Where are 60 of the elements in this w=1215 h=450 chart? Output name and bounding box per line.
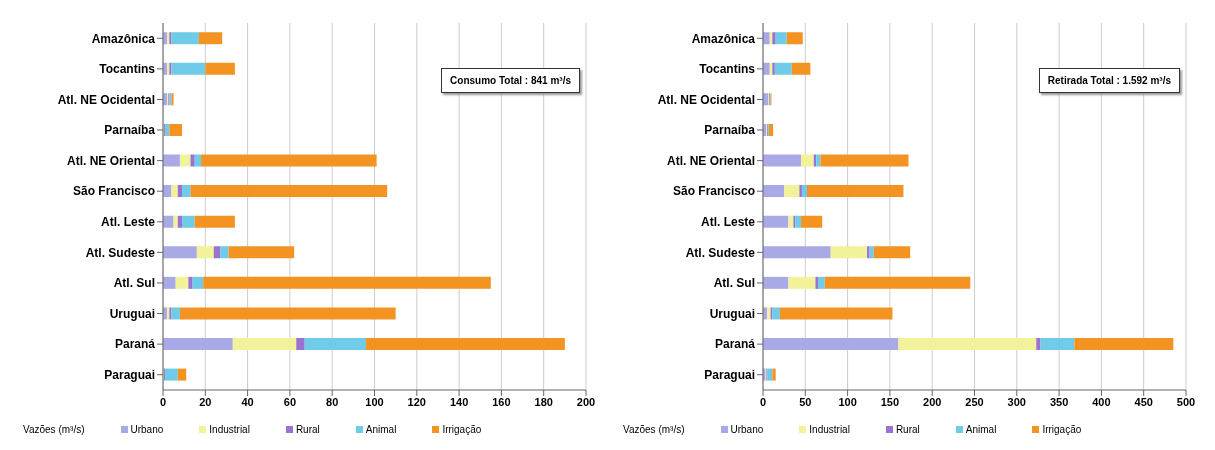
x-tick-label: 250	[965, 395, 984, 408]
y-tick-label: Paraguai	[704, 367, 755, 382]
x-tick-label: 60	[283, 395, 297, 408]
y-tick-label: Paraná	[714, 337, 756, 352]
x-tick-label: 140	[449, 395, 469, 408]
legend-label: Industrial	[209, 424, 250, 435]
y-tick-label: Amazônica	[91, 31, 156, 46]
x-tick-label: 500	[1176, 395, 1196, 408]
y-tick-label: Tocantins	[699, 62, 756, 77]
y-tick-label: Parnaíba	[104, 123, 156, 138]
y-tick-label: Paraná	[114, 337, 156, 352]
x-tick-label: 50	[799, 395, 812, 408]
y-tick-label: Atl. Sudeste	[85, 245, 156, 260]
x-tick-label: 400	[1092, 395, 1111, 408]
legend-title: Vazões (m³/s)	[23, 424, 85, 435]
y-tick-label: São Francisco	[72, 184, 155, 199]
legend-label: Animal	[965, 424, 997, 435]
annotation: Consumo Total : 841 m³/s	[441, 68, 580, 93]
legend-label: Animal	[365, 424, 397, 435]
y-tick-label: Atl. Leste	[100, 215, 156, 230]
legend-label: Industrial	[809, 424, 850, 435]
legend-label: Rural	[895, 424, 920, 435]
legend-label: Urbano	[130, 424, 164, 435]
legend-label: Irrigação	[1042, 424, 1082, 435]
x-tick-label: 160	[492, 395, 511, 408]
x-tick-label: 0	[759, 395, 767, 408]
y-tick-label: Atl. Leste	[700, 215, 756, 230]
y-tick-label: Atl. Sul	[713, 276, 755, 291]
x-tick-label: 350	[1049, 395, 1069, 408]
y-tick-label: Atl. NE Oriental	[66, 153, 155, 168]
y-tick-label: São Francisco	[672, 184, 755, 199]
x-tick-label: 180	[534, 395, 553, 408]
x-tick-label: 20	[199, 395, 212, 408]
legend-label: Urbano	[730, 424, 764, 435]
x-tick-label: 200	[576, 395, 596, 408]
x-tick-label: 150	[880, 395, 900, 408]
y-tick-label: Atl. NE Ocidental	[57, 92, 155, 107]
y-tick-label: Atl. NE Oriental	[666, 153, 755, 168]
x-tick-label: 40	[241, 395, 254, 408]
x-tick-label: 300	[1007, 395, 1026, 408]
y-tick-label: Parnaíba	[704, 123, 756, 138]
x-tick-label: 0	[159, 395, 167, 408]
x-tick-label: 120	[407, 395, 426, 408]
x-tick-label: 80	[326, 395, 339, 408]
y-tick-label: Atl. NE Ocidental	[657, 92, 755, 107]
y-tick-label: Atl. Sudeste	[685, 245, 756, 260]
legend-title: Vazões (m³/s)	[623, 424, 685, 435]
annotation: Retirada Total : 1.592 m³/s	[1038, 68, 1180, 93]
legend-label: Rural	[295, 424, 320, 435]
legend-label: Irrigação	[442, 424, 482, 435]
x-tick-label: 450	[1134, 395, 1153, 408]
x-tick-label: 100	[365, 395, 384, 408]
y-tick-label: Paraguai	[104, 367, 155, 382]
y-tick-label: Tocantins	[99, 62, 156, 77]
y-tick-label: Amazônica	[691, 31, 756, 46]
y-tick-label: Uruguai	[109, 306, 155, 321]
y-tick-label: Atl. Sul	[113, 276, 155, 291]
x-tick-label: 100	[838, 395, 857, 408]
x-tick-label: 200	[923, 395, 942, 408]
y-tick-label: Uruguai	[709, 306, 755, 321]
